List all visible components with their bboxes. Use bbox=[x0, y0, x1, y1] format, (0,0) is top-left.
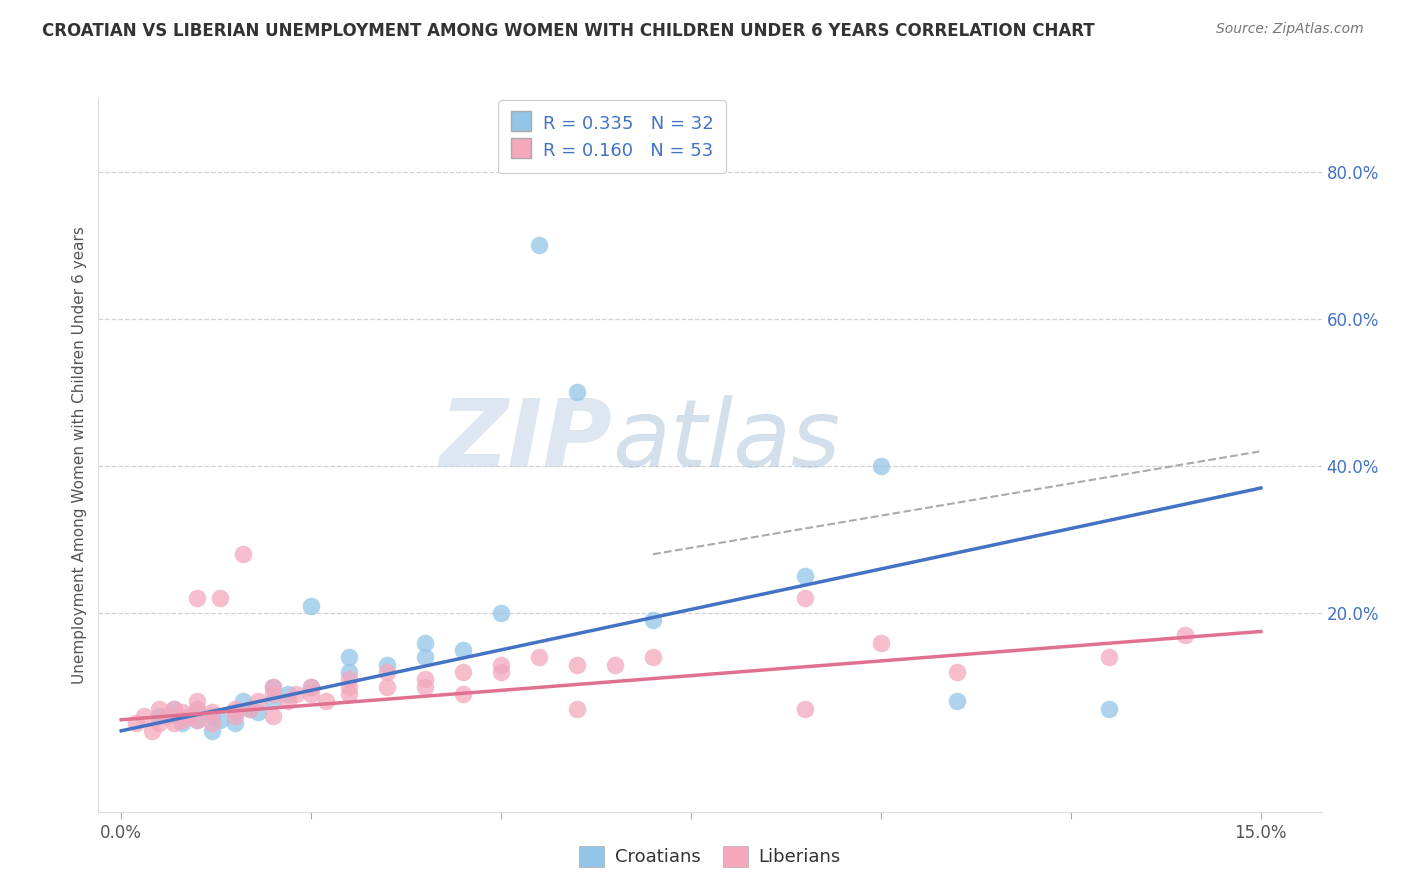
Point bbox=[170, 713, 193, 727]
Point bbox=[232, 547, 254, 561]
Point bbox=[375, 657, 398, 672]
Point bbox=[413, 680, 436, 694]
Point bbox=[170, 716, 193, 731]
Point bbox=[186, 702, 208, 716]
Point bbox=[148, 702, 170, 716]
Point bbox=[186, 713, 208, 727]
Point bbox=[246, 694, 269, 708]
Point bbox=[337, 687, 360, 701]
Text: Source: ZipAtlas.com: Source: ZipAtlas.com bbox=[1216, 22, 1364, 37]
Point bbox=[224, 702, 246, 716]
Y-axis label: Unemployment Among Women with Children Under 6 years: Unemployment Among Women with Children U… bbox=[72, 226, 87, 684]
Point bbox=[337, 680, 360, 694]
Point bbox=[299, 687, 322, 701]
Point bbox=[170, 706, 193, 720]
Point bbox=[489, 606, 512, 620]
Point bbox=[489, 665, 512, 679]
Point bbox=[337, 650, 360, 665]
Point bbox=[603, 657, 626, 672]
Point bbox=[794, 702, 817, 716]
Point bbox=[413, 635, 436, 649]
Point bbox=[375, 680, 398, 694]
Point bbox=[262, 687, 284, 701]
Point bbox=[565, 385, 588, 400]
Point bbox=[246, 706, 269, 720]
Point bbox=[224, 706, 246, 720]
Point bbox=[451, 643, 474, 657]
Point bbox=[337, 665, 360, 679]
Point bbox=[284, 687, 307, 701]
Point bbox=[262, 680, 284, 694]
Point bbox=[794, 591, 817, 606]
Point bbox=[870, 635, 893, 649]
Point bbox=[277, 694, 299, 708]
Text: CROATIAN VS LIBERIAN UNEMPLOYMENT AMONG WOMEN WITH CHILDREN UNDER 6 YEARS CORREL: CROATIAN VS LIBERIAN UNEMPLOYMENT AMONG … bbox=[42, 22, 1095, 40]
Text: atlas: atlas bbox=[612, 395, 841, 486]
Point bbox=[156, 709, 179, 723]
Point bbox=[132, 709, 155, 723]
Point bbox=[277, 687, 299, 701]
Point bbox=[641, 614, 664, 628]
Point bbox=[527, 238, 550, 252]
Point bbox=[186, 702, 208, 716]
Point bbox=[163, 702, 186, 716]
Point bbox=[1174, 628, 1197, 642]
Point bbox=[201, 723, 224, 738]
Point bbox=[141, 723, 163, 738]
Point bbox=[413, 650, 436, 665]
Legend: Croatians, Liberians: Croatians, Liberians bbox=[572, 838, 848, 874]
Point bbox=[186, 713, 208, 727]
Point bbox=[125, 716, 148, 731]
Point bbox=[527, 650, 550, 665]
Point bbox=[186, 694, 208, 708]
Point bbox=[224, 716, 246, 731]
Point bbox=[299, 599, 322, 613]
Point bbox=[1098, 650, 1121, 665]
Point bbox=[946, 694, 969, 708]
Point bbox=[262, 709, 284, 723]
Point bbox=[148, 716, 170, 731]
Point bbox=[186, 591, 208, 606]
Text: ZIP: ZIP bbox=[439, 394, 612, 487]
Point bbox=[794, 569, 817, 583]
Point bbox=[262, 694, 284, 708]
Point bbox=[299, 680, 322, 694]
Point bbox=[565, 702, 588, 716]
Point bbox=[201, 709, 224, 723]
Point bbox=[208, 591, 231, 606]
Point bbox=[641, 650, 664, 665]
Point bbox=[201, 716, 224, 731]
Point bbox=[565, 657, 588, 672]
Point bbox=[208, 713, 231, 727]
Point bbox=[239, 702, 262, 716]
Point bbox=[148, 709, 170, 723]
Point bbox=[163, 716, 186, 731]
Point bbox=[870, 458, 893, 473]
Point bbox=[413, 673, 436, 687]
Point bbox=[163, 702, 186, 716]
Point bbox=[946, 665, 969, 679]
Point bbox=[451, 665, 474, 679]
Point bbox=[1098, 702, 1121, 716]
Point bbox=[239, 702, 262, 716]
Point bbox=[224, 709, 246, 723]
Point bbox=[299, 680, 322, 694]
Point bbox=[232, 694, 254, 708]
Point bbox=[451, 687, 474, 701]
Point bbox=[315, 694, 337, 708]
Point bbox=[179, 709, 201, 723]
Point bbox=[201, 706, 224, 720]
Point bbox=[337, 673, 360, 687]
Point bbox=[262, 680, 284, 694]
Point bbox=[375, 665, 398, 679]
Point bbox=[489, 657, 512, 672]
